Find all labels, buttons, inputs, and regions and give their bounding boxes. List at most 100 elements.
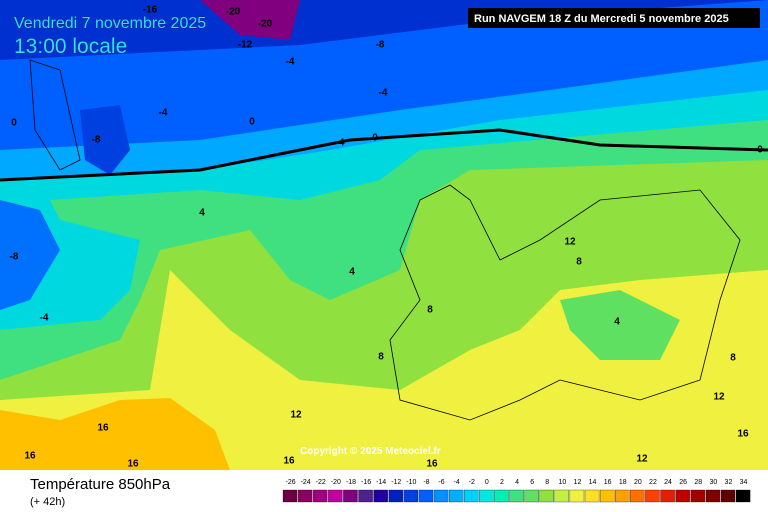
colorbar-swatch [297, 489, 313, 503]
contour-label: -8 [92, 135, 101, 146]
colorbar-swatch [584, 489, 600, 503]
field-16 [0, 398, 230, 470]
contour-label: 12 [290, 410, 302, 421]
colorbar-label: 18 [619, 479, 627, 486]
colorbar-swatch [509, 489, 524, 503]
colorbar-swatch [615, 489, 630, 503]
contour-label: 4 [349, 267, 355, 278]
colorbar-label: -10 [406, 479, 416, 486]
contour-label: -4 [40, 313, 49, 324]
contour-label: 16 [426, 459, 438, 470]
contour-label: -16 [143, 5, 158, 16]
colorbar-label: 8 [545, 479, 549, 486]
contour-labels: -16 -20 -20 -12 -8 -4 -4 -4 0 -8 0 -4 0 … [10, 5, 764, 470]
colorbar: -26 -24 -22 -20 -18 -16 -14 -12 -10 -8 -6 -4 -2 0 2 4 6 8… [282, 479, 751, 503]
legend-lead: (+ 42h) [30, 496, 65, 508]
contour-label: 16 [24, 451, 36, 462]
contour-label: -8 [10, 252, 19, 263]
contour-label: 16 [283, 456, 295, 467]
forecast-date: Vendredi 7 novembre 2025 [14, 15, 206, 32]
colorbar-label: 12 [574, 479, 582, 486]
contour-label: -20 [226, 7, 241, 18]
colorbar-swatch [494, 489, 509, 503]
zero-isotherm [0, 128, 768, 182]
colorbar-swatch [705, 489, 721, 503]
colorbar-swatch [539, 489, 554, 503]
field-m18 [200, 0, 300, 40]
contour-label: 16 [737, 429, 749, 440]
copyright: Copyright © 2025 Meteociel.fr [300, 446, 441, 457]
colorbar-label: 32 [725, 479, 733, 486]
colorbar-label: 30 [709, 479, 717, 486]
colorbar-swatch [569, 489, 585, 503]
contour-label: 4 [199, 208, 205, 219]
contour-label: 16 [97, 423, 109, 434]
greenland-coast [29, 59, 81, 171]
colorbar-label: 20 [634, 479, 642, 486]
colorbar-swatch [599, 489, 615, 503]
colorbar-label: 34 [740, 479, 748, 486]
run-box [468, 8, 760, 28]
contour-label: -4 [336, 138, 345, 149]
colorbar-swatch [313, 489, 328, 503]
colorbar-swatch [418, 489, 434, 503]
colorbar-swatch [645, 489, 660, 503]
colorbar-swatch [403, 489, 419, 503]
temperature-field [0, 0, 768, 470]
contour-label: 4 [614, 317, 620, 328]
colorbar-swatch [479, 489, 494, 503]
colorbar-swatch [554, 489, 570, 503]
forecast-time: 13:00 locale [14, 35, 127, 58]
colorbar-label: -6 [438, 479, 444, 486]
colorbar-swatch [282, 489, 298, 503]
colorbar-swatch [433, 489, 449, 503]
colorbar-swatch [373, 489, 388, 503]
colorbar-label: 6 [530, 479, 534, 486]
contour-label: 12 [636, 454, 648, 465]
colorbar-swatch [720, 489, 736, 503]
colorbar-label: -14 [376, 479, 386, 486]
colorbar-swatch [388, 489, 403, 503]
colorbar-label: -2 [469, 479, 475, 486]
contour-label: 12 [564, 237, 576, 248]
colorbar-label: -22 [316, 479, 326, 486]
colorbar-label: 22 [649, 479, 657, 486]
colorbar-label: -20 [331, 479, 341, 486]
contour-label: -20 [258, 19, 273, 30]
colorbar-swatch [660, 489, 675, 503]
coastline [389, 184, 741, 421]
contour-label: 0 [757, 145, 763, 156]
colorbar-swatch [343, 489, 358, 503]
legend-title: Température 850hPa [30, 476, 171, 493]
contour-label: 16 [127, 459, 139, 470]
colorbar-label: -24 [301, 479, 311, 486]
colorbar-swatch [464, 489, 479, 503]
colorbar-label: 14 [589, 479, 597, 486]
colorbar-swatch [630, 489, 645, 503]
field-6 [560, 290, 680, 360]
colorbar-label: 0 [485, 479, 489, 486]
colorbar-swatch [358, 489, 373, 503]
colorbar-label: 26 [679, 479, 687, 486]
colorbar-swatch [690, 489, 705, 503]
colorbar-swatch [524, 489, 539, 503]
run-info: Run NAVGEM 18 Z du Mercredi 5 novembre 2… [474, 13, 729, 25]
colorbar-label: 4 [515, 479, 519, 486]
contour-label: 8 [576, 257, 582, 268]
colorbar-swatch [448, 489, 464, 503]
colorbar-label: 16 [604, 479, 612, 486]
contour-label: 8 [730, 353, 736, 364]
field-m10 [80, 105, 130, 175]
contour-label: -4 [379, 88, 388, 99]
contour-label: 8 [378, 352, 384, 363]
field-m6 [0, 200, 60, 310]
colorbar-label: 24 [664, 479, 672, 486]
contour-label: 8 [427, 305, 433, 316]
colorbar-label: 28 [694, 479, 702, 486]
field-m12 [0, 0, 768, 60]
colorbar-swatch [735, 489, 751, 503]
colorbar-swatch [675, 489, 690, 503]
colorbar-label: -8 [423, 479, 429, 486]
contour-label: -4 [159, 108, 168, 119]
